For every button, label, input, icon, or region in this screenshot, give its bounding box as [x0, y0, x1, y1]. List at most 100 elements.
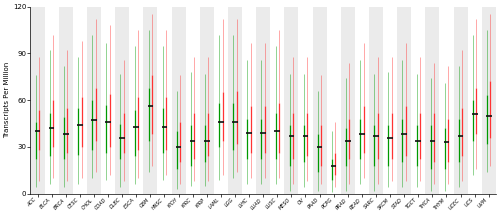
Point: [244, 150, 252, 154]
Point: [274, 64, 282, 68]
Point: [92, 156, 100, 160]
Point: [328, 181, 336, 184]
Point: [45, 126, 53, 129]
Point: [187, 150, 195, 154]
Point: [304, 136, 312, 140]
Point: [469, 112, 477, 116]
Point: [276, 131, 283, 135]
Point: [134, 141, 142, 144]
Point: [92, 41, 100, 45]
Point: [260, 135, 268, 138]
Point: [260, 49, 268, 52]
Point: [204, 118, 212, 121]
Point: [412, 150, 420, 154]
Point: [444, 157, 452, 160]
Point: [374, 144, 382, 147]
Point: [458, 140, 466, 144]
Point: [373, 149, 381, 152]
Point: [190, 151, 198, 155]
Point: [344, 133, 352, 137]
Point: [304, 133, 312, 137]
Point: [345, 133, 353, 136]
Point: [469, 77, 477, 80]
Point: [374, 128, 382, 131]
Point: [272, 137, 280, 141]
Point: [145, 92, 153, 95]
Point: [120, 137, 128, 141]
Point: [134, 107, 142, 111]
Point: [484, 65, 492, 69]
Point: [412, 155, 420, 159]
Point: [74, 155, 82, 158]
Point: [106, 124, 114, 128]
Point: [230, 130, 237, 133]
Point: [205, 141, 213, 145]
Point: [430, 141, 438, 145]
Point: [484, 117, 492, 120]
Point: [458, 85, 466, 88]
Point: [458, 113, 466, 116]
Point: [46, 73, 54, 77]
Point: [360, 139, 368, 142]
Point: [314, 156, 322, 160]
Point: [314, 150, 322, 154]
Point: [219, 97, 227, 100]
Point: [290, 132, 298, 136]
Point: [359, 89, 367, 93]
Point: [49, 138, 57, 142]
Point: [413, 163, 421, 166]
Point: [134, 126, 141, 129]
Point: [300, 128, 308, 131]
Point: [300, 184, 308, 188]
Point: [385, 73, 393, 77]
Point: [398, 73, 406, 76]
Point: [473, 113, 481, 116]
Y-axis label: Transcripts Per Million: Transcripts Per Million: [4, 62, 10, 138]
Point: [174, 113, 182, 117]
Point: [92, 95, 100, 98]
Point: [290, 143, 298, 147]
Point: [359, 122, 367, 125]
Point: [49, 107, 57, 110]
Point: [314, 161, 322, 165]
Point: [302, 170, 310, 174]
Point: [304, 140, 312, 143]
Point: [357, 147, 365, 150]
Point: [176, 138, 184, 141]
Point: [458, 163, 466, 167]
Point: [416, 123, 424, 126]
Point: [262, 83, 270, 87]
Point: [360, 107, 368, 111]
Point: [472, 77, 480, 81]
Point: [204, 127, 212, 130]
Point: [214, 86, 222, 90]
Point: [415, 151, 423, 154]
Point: [388, 78, 396, 82]
Point: [402, 166, 409, 169]
Point: [163, 51, 171, 55]
Point: [218, 114, 226, 118]
Point: [331, 154, 339, 157]
Point: [34, 119, 42, 122]
Point: [234, 131, 241, 135]
Point: [230, 118, 238, 121]
Point: [330, 177, 338, 180]
Point: [120, 149, 128, 153]
Point: [34, 159, 42, 163]
Point: [458, 171, 466, 175]
Point: [274, 109, 282, 113]
Point: [454, 167, 462, 170]
Point: [246, 98, 254, 102]
Point: [398, 136, 406, 140]
Point: [426, 125, 434, 128]
Point: [130, 136, 138, 140]
Point: [78, 133, 86, 137]
Point: [486, 125, 494, 129]
Point: [416, 85, 424, 89]
Point: [63, 130, 71, 133]
Point: [374, 151, 382, 155]
Point: [176, 121, 184, 125]
Point: [345, 87, 353, 91]
Point: [247, 111, 255, 114]
Point: [216, 141, 224, 144]
